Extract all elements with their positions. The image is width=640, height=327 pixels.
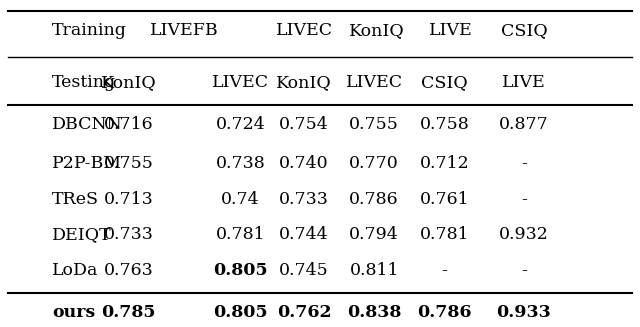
Text: LIVE: LIVE <box>429 22 472 39</box>
Text: P2P-BM: P2P-BM <box>52 155 122 172</box>
Text: 0.785: 0.785 <box>102 304 156 321</box>
Text: 0.781: 0.781 <box>419 226 469 243</box>
Text: 0.811: 0.811 <box>349 262 399 279</box>
Text: Testing: Testing <box>52 74 116 91</box>
Text: 0.761: 0.761 <box>419 191 469 208</box>
Text: 0.733: 0.733 <box>104 226 154 243</box>
Text: 0.716: 0.716 <box>104 116 154 133</box>
Text: 0.786: 0.786 <box>349 191 399 208</box>
Text: LoDa: LoDa <box>52 262 99 279</box>
Text: -: - <box>521 191 527 208</box>
Text: 0.762: 0.762 <box>277 304 332 321</box>
Text: 0.758: 0.758 <box>419 116 469 133</box>
Text: 0.786: 0.786 <box>417 304 472 321</box>
Text: KonIQ: KonIQ <box>276 74 332 91</box>
Text: LIVEC: LIVEC <box>275 22 333 39</box>
Text: 0.932: 0.932 <box>499 226 549 243</box>
Text: TReS: TReS <box>52 191 99 208</box>
Text: 0.781: 0.781 <box>216 226 265 243</box>
Text: 0.733: 0.733 <box>279 191 329 208</box>
Text: CSIQ: CSIQ <box>500 22 547 39</box>
Text: -: - <box>521 262 527 279</box>
Text: 0.770: 0.770 <box>349 155 399 172</box>
Text: 0.838: 0.838 <box>347 304 401 321</box>
Text: 0.805: 0.805 <box>213 304 268 321</box>
Text: KonIQ: KonIQ <box>349 22 405 39</box>
Text: 0.744: 0.744 <box>279 226 329 243</box>
Text: LIVEFB: LIVEFB <box>150 22 219 39</box>
Text: 0.745: 0.745 <box>279 262 329 279</box>
Text: 0.712: 0.712 <box>419 155 469 172</box>
Text: 0.877: 0.877 <box>499 116 548 133</box>
Text: 0.754: 0.754 <box>279 116 329 133</box>
Text: 0.738: 0.738 <box>216 155 265 172</box>
Text: LIVE: LIVE <box>502 74 546 91</box>
Text: 0.805: 0.805 <box>213 262 268 279</box>
Text: 0.713: 0.713 <box>104 191 154 208</box>
Text: 0.74: 0.74 <box>221 191 260 208</box>
Text: CSIQ: CSIQ <box>421 74 468 91</box>
Text: Training: Training <box>52 22 127 39</box>
Text: 0.724: 0.724 <box>216 116 265 133</box>
Text: -: - <box>442 262 447 279</box>
Text: KonIQ: KonIQ <box>101 74 157 91</box>
Text: 0.755: 0.755 <box>349 116 399 133</box>
Text: 0.740: 0.740 <box>279 155 329 172</box>
Text: 0.794: 0.794 <box>349 226 399 243</box>
Text: 0.755: 0.755 <box>104 155 154 172</box>
Text: LIVEC: LIVEC <box>212 74 269 91</box>
Text: -: - <box>521 155 527 172</box>
Text: 0.763: 0.763 <box>104 262 154 279</box>
Text: DEIQT: DEIQT <box>52 226 112 243</box>
Text: 0.933: 0.933 <box>497 304 551 321</box>
Text: ours: ours <box>52 304 95 321</box>
Text: DBCNN: DBCNN <box>52 116 123 133</box>
Text: LIVEC: LIVEC <box>346 74 403 91</box>
